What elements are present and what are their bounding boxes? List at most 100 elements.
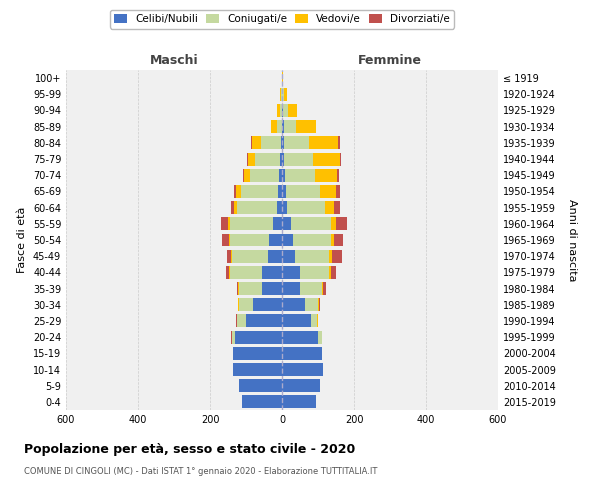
Bar [255, 152, 280, 166]
Bar [231, 201, 234, 214]
Text: Femmine: Femmine [358, 54, 422, 67]
Bar [282, 136, 284, 149]
Bar [282, 104, 283, 117]
Text: COMUNE DI CINGOLI (MC) - Dati ISTAT 1° gennaio 2020 - Elaborazione TUTTITALIA.IT: COMUNE DI CINGOLI (MC) - Dati ISTAT 1° g… [24, 468, 377, 476]
Bar [237, 201, 277, 214]
Bar [282, 266, 300, 279]
Bar [230, 234, 269, 246]
Bar [221, 218, 228, 230]
Bar [295, 250, 329, 262]
Bar [313, 152, 340, 166]
Legend: Celibi/Nubili, Coniugati/e, Vedovi/e, Divorziati/e: Celibi/Nubili, Coniugati/e, Vedovi/e, Di… [110, 10, 454, 29]
Bar [288, 104, 297, 117]
Bar [244, 169, 250, 181]
Bar [262, 282, 282, 295]
Bar [247, 152, 248, 166]
Bar [232, 330, 235, 344]
Bar [336, 218, 347, 230]
Bar [235, 185, 236, 198]
Bar [320, 185, 336, 198]
Bar [282, 185, 286, 198]
Bar [300, 266, 329, 279]
Bar [230, 218, 273, 230]
Bar [332, 250, 343, 262]
Bar [269, 234, 282, 246]
Bar [271, 120, 277, 133]
Bar [237, 314, 246, 328]
Bar [282, 169, 285, 181]
Bar [236, 185, 241, 198]
Text: Popolazione per età, sesso e stato civile - 2020: Popolazione per età, sesso e stato civil… [24, 442, 355, 456]
Bar [316, 169, 337, 181]
Bar [293, 234, 331, 246]
Bar [226, 266, 229, 279]
Bar [278, 185, 282, 198]
Bar [277, 201, 282, 214]
Bar [248, 152, 255, 166]
Bar [280, 88, 281, 101]
Bar [281, 88, 282, 101]
Bar [282, 330, 318, 344]
Bar [253, 298, 282, 311]
Bar [334, 234, 343, 246]
Bar [282, 314, 311, 328]
Bar [331, 234, 334, 246]
Bar [221, 234, 229, 246]
Bar [277, 120, 282, 133]
Bar [273, 218, 282, 230]
Y-axis label: Fasce di età: Fasce di età [17, 207, 27, 273]
Bar [282, 396, 316, 408]
Bar [300, 282, 322, 295]
Bar [284, 152, 313, 166]
Bar [319, 298, 320, 311]
Bar [334, 201, 340, 214]
Bar [331, 218, 336, 230]
Bar [253, 136, 262, 149]
Bar [338, 136, 340, 149]
Bar [291, 218, 331, 230]
Bar [229, 234, 230, 246]
Bar [230, 266, 262, 279]
Bar [280, 104, 282, 117]
Bar [287, 201, 325, 214]
Bar [231, 250, 232, 262]
Bar [241, 185, 278, 198]
Bar [229, 266, 230, 279]
Bar [280, 152, 282, 166]
Bar [268, 250, 282, 262]
Bar [262, 266, 282, 279]
Bar [283, 88, 284, 101]
Bar [282, 234, 293, 246]
Bar [336, 185, 340, 198]
Bar [282, 282, 300, 295]
Bar [250, 169, 279, 181]
Bar [282, 218, 291, 230]
Bar [262, 136, 281, 149]
Bar [282, 347, 322, 360]
Bar [284, 136, 309, 149]
Y-axis label: Anni di nascita: Anni di nascita [567, 198, 577, 281]
Bar [281, 136, 282, 149]
Bar [282, 298, 305, 311]
Bar [340, 152, 341, 166]
Bar [233, 347, 282, 360]
Bar [227, 250, 231, 262]
Bar [239, 379, 282, 392]
Bar [311, 314, 317, 328]
Bar [331, 266, 336, 279]
Bar [284, 120, 296, 133]
Bar [285, 169, 316, 181]
Bar [309, 136, 338, 149]
Bar [282, 201, 287, 214]
Bar [251, 136, 253, 149]
Bar [282, 379, 320, 392]
Bar [246, 314, 282, 328]
Bar [325, 201, 334, 214]
Bar [282, 363, 323, 376]
Bar [283, 104, 288, 117]
Bar [329, 266, 331, 279]
Bar [235, 330, 282, 344]
Bar [323, 282, 326, 295]
Bar [282, 120, 284, 133]
Bar [277, 104, 280, 117]
